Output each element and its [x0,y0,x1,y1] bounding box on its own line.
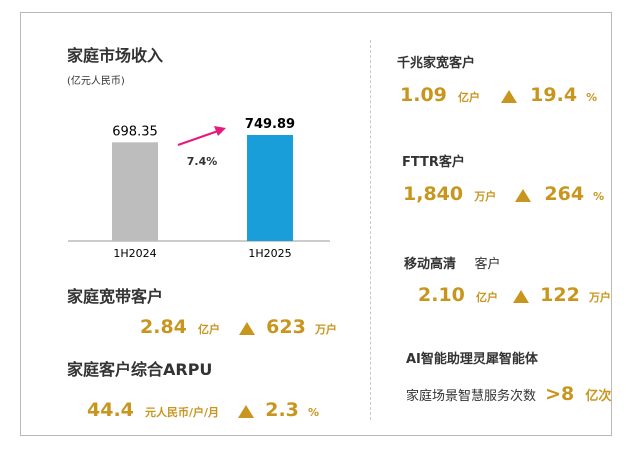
gigabit-stats: 1.09 亿户 19.4 % [400,84,597,106]
mobile-hd-growth-unit: 万户 [588,291,611,304]
fttr-growth-unit: % [593,190,605,203]
growth-label: 7.4% [187,155,218,168]
ai-value-unit: 亿次 [585,389,612,404]
ai-stats: 家庭场景智慧服务次数 >8 亿次 [406,383,611,405]
broadband-growth-unit: 万户 [314,323,337,336]
value-label-1h2024: 698.35 [112,124,158,139]
fttr-value-unit: 万户 [474,190,497,203]
gigabit-value-unit: 亿户 [457,91,480,104]
revenue-unit: (亿元人民币) [67,76,125,87]
ai-title: AI智能助理灵犀智能体 [406,352,538,367]
bar-1h2024 [112,142,158,241]
arpu-stats: 44.4 元人民币/户/月 2.3 % [87,399,319,421]
gigabit-value: 1.09 [400,84,447,106]
mobile-hd-title-main: 移动高清 [404,257,457,272]
growth-up-icon [513,290,530,303]
arpu-growth-unit: % [307,406,320,419]
ai-label: 家庭场景智慧服务次数 [406,389,537,404]
fttr-stats: 1,840 万户 264 % [403,183,604,205]
tick-label-1h2024: 1H2024 [113,247,156,260]
value-label-1h2025: 749.89 [245,117,295,132]
revenue-bar-chart: 698.35 749.89 1H2024 1H2025 7.4% [68,117,330,260]
growth-up-icon [501,90,518,103]
arpu-value: 44.4 [87,399,134,421]
broadband-value: 2.84 [140,316,187,338]
gigabit-growth-unit: % [586,91,598,104]
broadband-stats: 2.84 亿户 623 万户 [140,316,337,338]
mobile-hd-value: 2.10 [418,284,465,306]
mobile-hd-stats: 2.10 亿户 122 万户 [418,284,611,306]
broadband-value-unit: 亿户 [197,323,220,336]
growth-arrow [177,126,226,146]
tick-label-1h2025: 1H2025 [248,247,291,260]
mobile-hd-value-unit: 亿户 [475,291,498,304]
growth-up-icon [239,322,256,335]
mobile-hd-title: 移动高清 客户 [404,253,501,272]
growth-up-icon [515,189,532,202]
gigabit-growth: 19.4 [530,84,578,106]
arpu-title: 家庭客户综合ARPU [67,360,213,379]
revenue-title: 家庭市场收入 [67,46,164,65]
gigabit-title: 千兆家宽客户 [397,56,476,71]
fttr-title: FTTR客户 [402,155,465,170]
fttr-growth: 264 [544,183,585,205]
mobile-hd-growth: 122 [540,284,580,306]
broadband-title: 家庭宽带客户 [67,287,164,306]
ai-value: >8 [545,383,575,405]
arpu-growth: 2.3 [265,399,299,421]
arpu-value-unit: 元人民币/户/月 [144,406,220,419]
fttr-value: 1,840 [403,183,464,205]
broadband-growth: 623 [266,316,306,338]
column-divider [370,40,371,420]
growth-up-icon [238,405,255,418]
bar-1h2025 [247,135,293,241]
mobile-hd-title-suffix: 客户 [474,257,501,272]
